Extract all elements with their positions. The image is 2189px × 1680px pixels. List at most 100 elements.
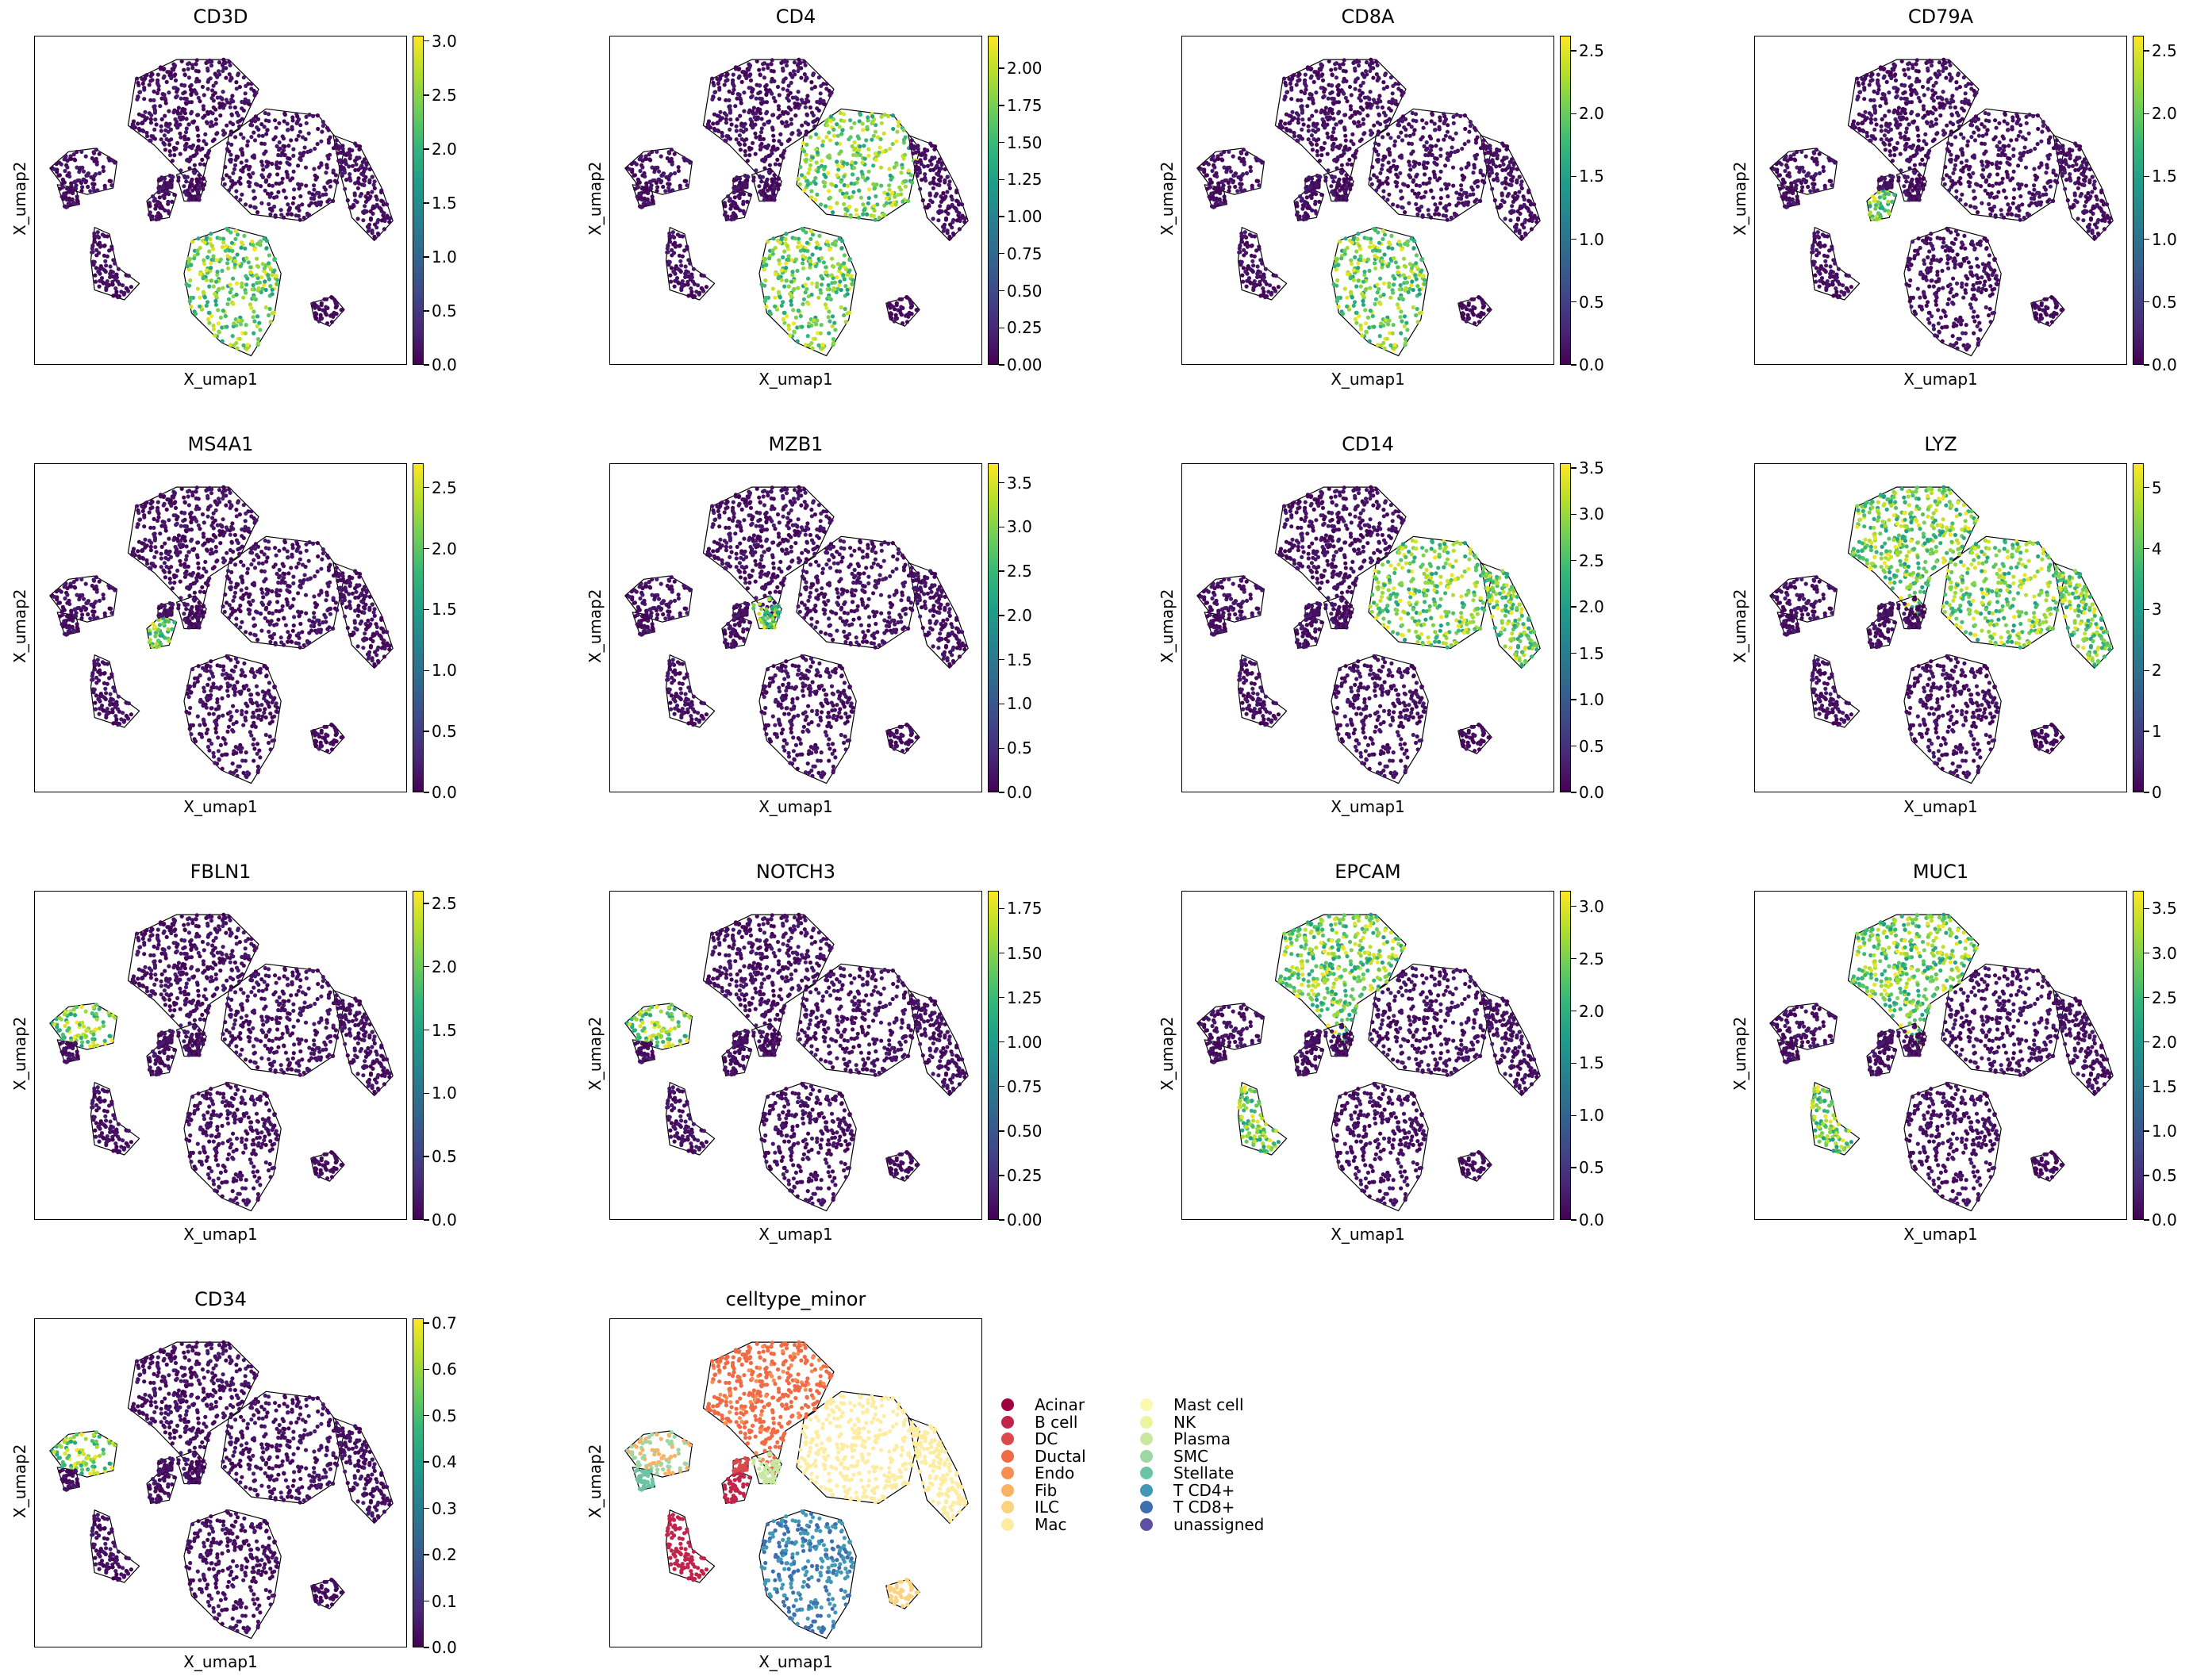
cell-point [817,233,822,238]
cell-point [734,124,739,128]
cell-point [1471,171,1476,175]
cell-point [1407,201,1411,205]
cell-point [1255,271,1260,276]
cell-point [204,303,209,308]
cell-point [170,159,175,163]
cell-point [686,258,691,263]
cell-point [1337,182,1342,187]
cell-point [1372,123,1377,128]
cell-point [1404,133,1408,138]
cell-point [823,102,828,107]
cell-point [305,149,310,155]
cell-point [100,232,105,237]
cell-point [1470,187,1475,192]
cell-point [252,319,257,324]
cell-point [818,331,823,336]
cell-point [745,199,750,204]
cell-point [1376,230,1381,235]
cell-point [168,183,173,188]
cell-point [148,98,153,102]
cell-point [1356,232,1361,236]
cell-point [1500,198,1505,203]
cell-point [1333,136,1338,141]
cell-point [1922,139,1926,144]
cell-point [1519,236,1525,240]
cell-point [1377,97,1381,102]
cell-point [67,196,71,201]
cell-point [1315,183,1320,188]
cell-point [108,274,113,279]
cell-point [783,109,788,114]
cell-point [696,283,701,288]
cell-point [637,157,642,162]
cell-point [192,163,197,167]
cell-point [209,266,213,270]
cell-point [84,178,89,183]
cell-point [1227,165,1232,170]
cell-point [1345,162,1350,167]
cell-point [361,172,366,178]
cell-point [366,228,371,233]
cell-point [266,273,271,278]
cell-point [1248,281,1253,286]
cell-point [1330,90,1335,94]
cell-point [1407,133,1412,138]
cell-point [1357,244,1361,248]
cell-point [1396,204,1400,209]
cell-point [198,176,202,181]
cell-point [267,119,271,124]
cell-point [857,148,862,152]
cell-point [1345,176,1350,181]
cell-point [1934,80,1938,85]
cell-point [1296,117,1300,121]
cell-point [156,190,161,194]
cell-point [204,142,209,147]
cell-point [258,243,263,247]
cell-point [188,295,193,300]
cell-point [150,78,155,82]
colorbar-tick-label: 0.00 [1007,355,1043,374]
cell-point [1358,88,1362,93]
cell-point [711,80,716,85]
cell-point [659,154,663,159]
cell-point [237,85,242,90]
cell-point [861,212,866,217]
cell-point [759,102,764,106]
cell-point [285,128,290,132]
cell-point [1445,151,1450,156]
cell-point [1875,90,1880,96]
cell-point [839,305,843,310]
cell-point [1519,179,1524,184]
cell-point [62,191,67,196]
cell-point [767,119,772,124]
cell-point [1426,153,1431,158]
cell-point [94,172,98,177]
colorbar-tick [1571,113,1576,114]
cell-point [263,179,268,184]
cell-point [862,156,867,161]
cell-point [732,178,736,183]
cell-point [1387,192,1392,197]
cell-point [1377,240,1381,245]
cell-point [828,114,833,119]
cell-point [789,132,794,136]
cell-point [248,175,253,179]
cell-point [820,159,824,163]
cell-point [1244,171,1250,175]
cell-point [1330,134,1335,139]
cell-point [1369,132,1373,137]
cell-point [913,150,918,155]
cell-point [240,150,244,155]
cell-point [1471,313,1476,317]
cell-point [945,231,950,236]
cell-point [250,287,255,292]
cell-point [797,60,801,66]
cell-point [97,284,102,289]
cell-point [891,126,896,132]
cell-point [1393,98,1398,103]
cell-point [937,182,942,188]
cell-point [363,166,368,171]
cell-point [1374,72,1379,77]
cell-point [94,148,98,152]
cell-point [167,109,171,113]
